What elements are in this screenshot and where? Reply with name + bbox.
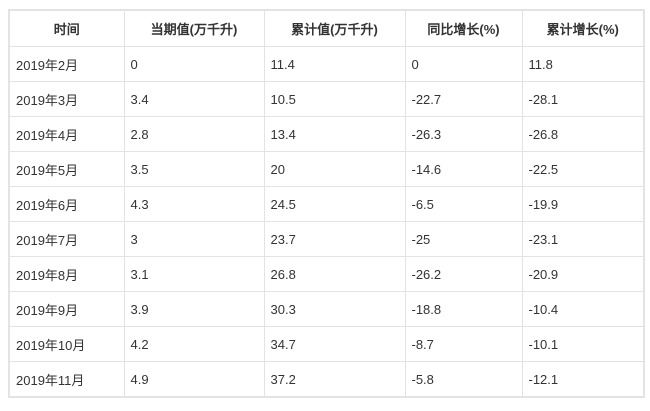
cell-yoy-growth: -6.5	[404, 186, 523, 222]
cell-current-value: 2.8	[123, 116, 265, 152]
cell-cumulative-growth: -10.4	[521, 291, 645, 327]
cell-yoy-growth: -26.3	[404, 116, 523, 152]
cell-current-value: 3.4	[123, 81, 265, 117]
cell-current-value: 4.9	[123, 361, 265, 398]
cell-cumulative-growth: 11.8	[521, 46, 645, 82]
cell-cumulative-growth: -10.1	[521, 326, 645, 362]
table-row: 2019年2月 0 11.4 0 11.8	[8, 46, 645, 82]
cell-yoy-growth: -14.6	[404, 151, 523, 187]
cell-yoy-growth: 0	[404, 46, 523, 82]
cell-cumulative-value: 26.8	[263, 256, 406, 292]
cell-current-value: 0	[123, 46, 265, 82]
cell-time: 2019年4月	[8, 116, 125, 152]
cell-time: 2019年8月	[8, 256, 125, 292]
cell-current-value: 4.3	[123, 186, 265, 222]
cell-cumulative-growth: -20.9	[521, 256, 645, 292]
table-row: 2019年9月 3.9 30.3 -18.8 -10.4	[8, 291, 645, 327]
cell-time: 2019年6月	[8, 186, 125, 222]
data-table: 时间 当期值(万千升) 累计值(万千升) 同比增长(%) 累计增长(%) 2019年2月…	[8, 9, 645, 398]
cell-time: 2019年2月	[8, 46, 125, 82]
cell-cumulative-value: 23.7	[263, 221, 406, 257]
column-header-current-value: 当期值(万千升)	[123, 9, 265, 47]
cell-time: 2019年9月	[8, 291, 125, 327]
cell-current-value: 3	[123, 221, 265, 257]
cell-yoy-growth: -26.2	[404, 256, 523, 292]
cell-yoy-growth: -18.8	[404, 291, 523, 327]
table-row: 2019年3月 3.4 10.5 -22.7 -28.1	[8, 81, 645, 117]
cell-cumulative-growth: -19.9	[521, 186, 645, 222]
column-header-cumulative-growth: 累计增长(%)	[521, 9, 645, 47]
cell-current-value: 3.9	[123, 291, 265, 327]
header-row: 时间 当期值(万千升) 累计值(万千升) 同比增长(%) 累计增长(%)	[8, 9, 645, 47]
cell-yoy-growth: -22.7	[404, 81, 523, 117]
cell-cumulative-value: 37.2	[263, 361, 406, 398]
cell-cumulative-value: 34.7	[263, 326, 406, 362]
cell-cumulative-value: 20	[263, 151, 406, 187]
cell-cumulative-value: 30.3	[263, 291, 406, 327]
table-row: 2019年6月 4.3 24.5 -6.5 -19.9	[8, 186, 645, 222]
cell-yoy-growth: -25	[404, 221, 523, 257]
column-header-time: 时间	[8, 9, 125, 47]
cell-current-value: 4.2	[123, 326, 265, 362]
cell-time: 2019年10月	[8, 326, 125, 362]
cell-cumulative-growth: -28.1	[521, 81, 645, 117]
cell-current-value: 3.1	[123, 256, 265, 292]
cell-cumulative-growth: -22.5	[521, 151, 645, 187]
cell-cumulative-value: 13.4	[263, 116, 406, 152]
cell-yoy-growth: -8.7	[404, 326, 523, 362]
table-row: 2019年5月 3.5 20 -14.6 -22.5	[8, 151, 645, 187]
table-row: 2019年11月 4.9 37.2 -5.8 -12.1	[8, 361, 645, 398]
cell-time: 2019年3月	[8, 81, 125, 117]
column-header-yoy-growth: 同比增长(%)	[404, 9, 523, 47]
cell-yoy-growth: -5.8	[404, 361, 523, 398]
column-header-cumulative-value: 累计值(万千升)	[263, 9, 406, 47]
cell-cumulative-growth: -26.8	[521, 116, 645, 152]
table-row: 2019年10月 4.2 34.7 -8.7 -10.1	[8, 326, 645, 362]
table-row: 2019年7月 3 23.7 -25 -23.1	[8, 221, 645, 257]
cell-current-value: 3.5	[123, 151, 265, 187]
cell-cumulative-growth: -23.1	[521, 221, 645, 257]
cell-time: 2019年7月	[8, 221, 125, 257]
cell-cumulative-value: 11.4	[263, 46, 406, 82]
cell-time: 2019年5月	[8, 151, 125, 187]
cell-time: 2019年11月	[8, 361, 125, 398]
cell-cumulative-value: 24.5	[263, 186, 406, 222]
table-row: 2019年4月 2.8 13.4 -26.3 -26.8	[8, 116, 645, 152]
cell-cumulative-growth: -12.1	[521, 361, 645, 398]
table-body: 2019年2月 0 11.4 0 11.8 2019年3月 3.4 10.5 -22.7 -28.…	[8, 46, 645, 398]
table-row: 2019年8月 3.1 26.8 -26.2 -20.9	[8, 256, 645, 292]
cell-cumulative-value: 10.5	[263, 81, 406, 117]
